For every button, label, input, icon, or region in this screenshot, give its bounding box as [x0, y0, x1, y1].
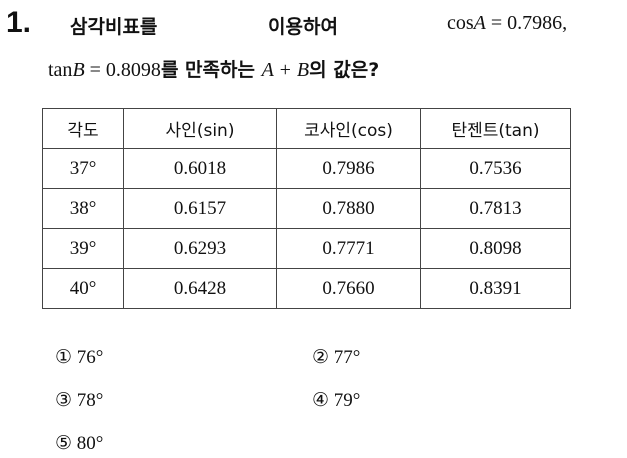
header-tan: 탄젠트(tan)	[420, 108, 571, 149]
choice-5[interactable]: ⑤ 80°	[55, 433, 104, 454]
cell: 38°	[42, 188, 124, 229]
cell: 39°	[42, 228, 124, 269]
question-text-2: tanB = 0.8098를 만족하는 A + B의 값은?	[48, 59, 380, 81]
choice-4[interactable]: ④ 79°	[312, 390, 361, 411]
cos-condition: cosA = 0.7986,	[447, 12, 568, 34]
cell: 0.8098	[420, 228, 571, 269]
cell: 0.7986	[276, 148, 421, 189]
cell: 0.7771	[276, 228, 421, 269]
cell: 0.7813	[420, 188, 571, 229]
choice-1[interactable]: ① 76°	[55, 347, 104, 368]
question-text-1a: 삼각비표를	[70, 16, 158, 38]
cell: 0.7536	[420, 148, 571, 189]
trig-table: 각도 사인(sin) 코사인(cos) 탄젠트(tan) 37° 0.6018 0.…	[42, 108, 571, 309]
cell: 37°	[42, 148, 124, 189]
table-row: 39° 0.6293 0.7771 0.8098	[42, 228, 571, 269]
cell: 0.7660	[276, 268, 421, 309]
cell: 0.7880	[276, 188, 421, 229]
cell: 0.6157	[123, 188, 277, 229]
choice-2[interactable]: ② 77°	[312, 347, 361, 368]
cell: 0.6428	[123, 268, 277, 309]
table-row: 37° 0.6018 0.7986 0.7536	[42, 148, 571, 189]
header-angle: 각도	[42, 108, 124, 149]
cell: 0.8391	[420, 268, 571, 309]
cell: 0.6018	[123, 148, 277, 189]
table-header: 각도 사인(sin) 코사인(cos) 탄젠트(tan)	[42, 108, 571, 149]
cell: 0.6293	[123, 228, 277, 269]
cell: 40°	[42, 268, 124, 309]
question-text-1b: 이용하여	[268, 16, 338, 38]
table-row: 40° 0.6428 0.7660 0.8391	[42, 268, 571, 309]
choice-3[interactable]: ③ 78°	[55, 390, 104, 411]
header-sin: 사인(sin)	[123, 108, 277, 149]
header-cos: 코사인(cos)	[276, 108, 421, 149]
question-number: 1.	[6, 6, 32, 39]
table-row: 38° 0.6157 0.7880 0.7813	[42, 188, 571, 229]
